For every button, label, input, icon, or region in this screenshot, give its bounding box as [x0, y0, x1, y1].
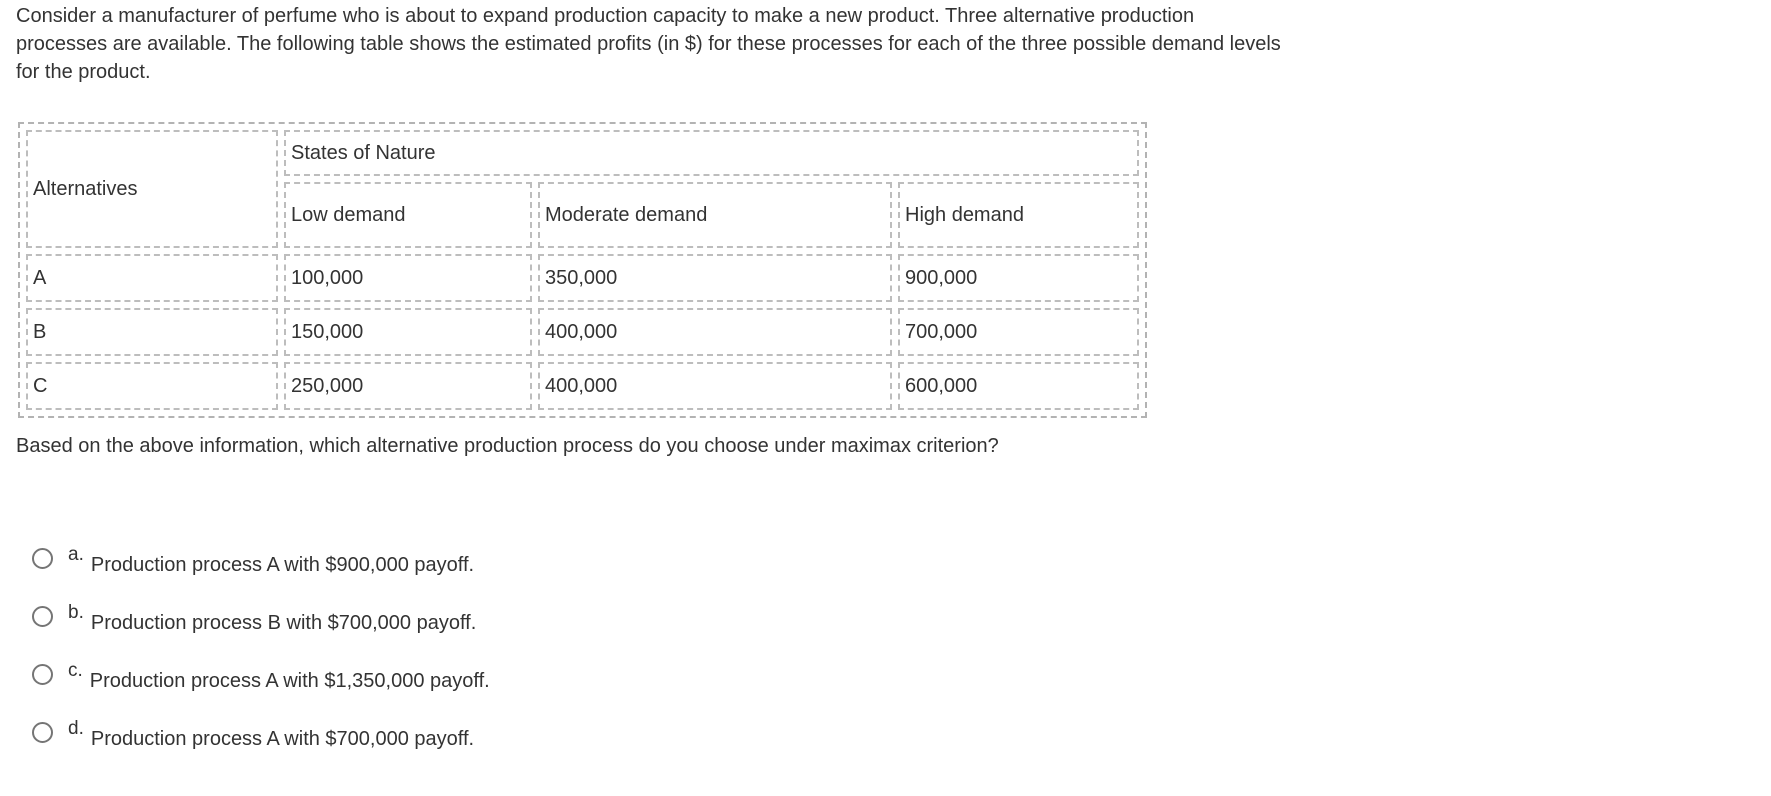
- answer-option-c: c. Production process A with $1,350,000 …: [32, 659, 1771, 694]
- column-header-high-demand: High demand: [898, 182, 1139, 248]
- table-row-b: B 150,000 400,000 700,000: [26, 308, 1139, 356]
- option-b-label[interactable]: Production process B with $700,000 payof…: [90, 612, 477, 634]
- value-cell: 100,000: [284, 254, 532, 302]
- column-header-moderate-demand: Moderate demand: [538, 182, 892, 248]
- value-cell: 250,000: [284, 362, 532, 410]
- option-a-label[interactable]: Production process A with $900,000 payof…: [90, 554, 475, 576]
- value-cell: 700,000: [898, 308, 1139, 356]
- row-label: A: [26, 254, 278, 302]
- answer-option-a: a. Production process A with $900,000 pa…: [32, 543, 1771, 578]
- payoff-table: Alternatives States of Nature Low demand…: [18, 122, 1147, 418]
- intro-line-3: for the product.: [16, 61, 151, 83]
- intro-line-1: Consider a manufacturer of perfume who i…: [16, 5, 1195, 27]
- option-b-radio[interactable]: [32, 606, 53, 627]
- answer-option-d: d. Production process A with $700,000 pa…: [32, 717, 1771, 752]
- option-a-radio[interactable]: [32, 548, 53, 569]
- answer-options: a. Production process A with $900,000 pa…: [32, 543, 1771, 752]
- option-c-label[interactable]: Production process A with $1,350,000 pay…: [89, 670, 490, 692]
- option-d-radio[interactable]: [32, 722, 53, 743]
- answer-option-b: b. Production process B with $700,000 pa…: [32, 601, 1771, 636]
- row-label: B: [26, 308, 278, 356]
- row-label: C: [26, 362, 278, 410]
- option-letter: d.: [68, 718, 84, 739]
- option-letter: a.: [68, 544, 84, 565]
- option-c-radio[interactable]: [32, 664, 53, 685]
- value-cell: 900,000: [898, 254, 1139, 302]
- option-letter: c.: [68, 660, 83, 681]
- group-header-states-of-nature: States of Nature: [284, 130, 1139, 176]
- intro-line-2: processes are available. The following t…: [16, 33, 1281, 55]
- column-header-low-demand: Low demand: [284, 182, 532, 248]
- quiz-question-page: Consider a manufacturer of perfume who i…: [16, 2, 1771, 752]
- table-row-c: C 250,000 400,000 600,000: [26, 362, 1139, 410]
- value-cell: 600,000: [898, 362, 1139, 410]
- question-prompt: Based on the above information, which al…: [16, 435, 999, 457]
- option-letter: b.: [68, 602, 84, 623]
- question-intro: Consider a manufacturer of perfume who i…: [16, 2, 1771, 86]
- corner-header-alternatives: Alternatives: [26, 130, 278, 248]
- value-cell: 350,000: [538, 254, 892, 302]
- value-cell: 150,000: [284, 308, 532, 356]
- option-d-label[interactable]: Production process A with $700,000 payof…: [90, 728, 475, 750]
- value-cell: 400,000: [538, 308, 892, 356]
- table-row-a: A 100,000 350,000 900,000: [26, 254, 1139, 302]
- value-cell: 400,000: [538, 362, 892, 410]
